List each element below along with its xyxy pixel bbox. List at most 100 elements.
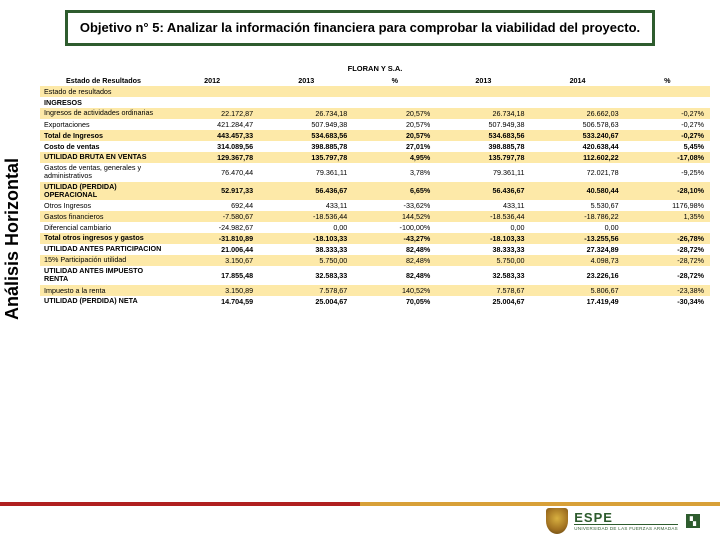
cell-value [625,222,710,233]
cell-value: 507.949,38 [436,119,530,130]
row-label: UTILIDAD ANTES IMPUESTO RENTA [40,266,165,285]
cell-value: -30,34% [625,296,710,307]
company-row: FLORAN Y S.A. [40,62,710,75]
col-header: 2013 [436,75,530,86]
row-label: Ingresos de actividades ordinarias [40,108,165,119]
cell-value: 79.361,11 [259,163,353,182]
cell-value: 4.098,73 [530,255,624,266]
cell-value [436,97,530,108]
cell-value: 32.583,33 [436,266,530,285]
cell-value: 82,48% [353,266,436,285]
cell-value: 82,48% [353,255,436,266]
cell-value: 14.704,59 [165,296,259,307]
cell-value: 7.578,67 [259,285,353,296]
row-label: Estado de resultados [40,86,165,97]
cell-value: 52.917,33 [165,182,259,201]
cell-value: 20,57% [353,130,436,141]
row-label: Total otros ingresos y gastos [40,233,165,244]
cell-value: 27.324,89 [530,244,624,255]
footer-logo: ESPE UNIVERSIDAD DE LAS FUERZAS ARMADAS … [546,508,700,534]
cell-value: 38.333,33 [259,244,353,255]
cell-value: 129.367,78 [165,152,259,163]
cell-value [530,86,624,97]
cell-value: -18.536,44 [436,211,530,222]
cell-value [436,86,530,97]
row-label: UTILIDAD (PERDIDA) OPERACIONAL [40,182,165,201]
brand-block: ESPE UNIVERSIDAD DE LAS FUERZAS ARMADAS [574,511,678,531]
header-row: Estado de Resultados 2012 2013 % 2013 20… [40,75,710,86]
cell-value: 5.530,67 [530,200,624,211]
cell-value: 3,78% [353,163,436,182]
cell-value: 135.797,78 [436,152,530,163]
col-header: 2012 [165,75,259,86]
cell-value: -28,72% [625,255,710,266]
cell-value: 140,52% [353,285,436,296]
cell-value: 1,35% [625,211,710,222]
cell-value [353,97,436,108]
cell-value: 433,11 [259,200,353,211]
cell-value: 56.436,67 [436,182,530,201]
row-label: 15% Participación utilidad [40,255,165,266]
company-name: FLORAN Y S.A. [40,62,710,75]
cell-value: 23.226,16 [530,266,624,285]
cell-value: 17.419,49 [530,296,624,307]
table-row: Gastos de ventas, generales y administra… [40,163,710,182]
cell-value: 25.004,67 [436,296,530,307]
cell-value: -7.580,67 [165,211,259,222]
financial-table-wrap: FLORAN Y S.A. Estado de Resultados 2012 … [40,62,710,307]
cell-value: 398.885,78 [259,141,353,152]
cell-value [625,97,710,108]
table-row: Total otros ingresos y gastos-31.810,89-… [40,233,710,244]
cell-value [259,97,353,108]
cell-value [165,97,259,108]
cell-value: 7.578,67 [436,285,530,296]
cell-value: 22.172,87 [165,108,259,119]
cell-value: -18.103,33 [436,233,530,244]
cell-value: 314.089,56 [165,141,259,152]
cell-value: 20,57% [353,119,436,130]
col-header: 2013 [259,75,353,86]
col-header: % [353,75,436,86]
cell-value: 433,11 [436,200,530,211]
cell-value: 26.662,03 [530,108,624,119]
cell-value: 135.797,78 [259,152,353,163]
cell-value [530,97,624,108]
cell-value: 70,05% [353,296,436,307]
table-row: UTILIDAD ANTES PARTICIPACION21.006,4438.… [40,244,710,255]
cell-value: 692,44 [165,200,259,211]
cell-value: 4,95% [353,152,436,163]
cell-value [165,86,259,97]
cell-value: -9,25% [625,163,710,182]
cell-value: -24.982,67 [165,222,259,233]
table-row: UTILIDAD ANTES IMPUESTO RENTA17.855,4832… [40,266,710,285]
sidebar-label: Análisis Horizontal [2,158,23,320]
cell-value: 82,48% [353,244,436,255]
cell-value [353,86,436,97]
cell-value: -17,08% [625,152,710,163]
table-row: Impuesto a la renta3.150,897.578,67140,5… [40,285,710,296]
cell-value: 76.470,44 [165,163,259,182]
cell-value: 1176,98% [625,200,710,211]
crest-icon [546,508,568,534]
cell-value: 421.284,47 [165,119,259,130]
cell-value: 533.240,67 [530,130,624,141]
cell-value: 26.734,18 [259,108,353,119]
row-label: Gastos de ventas, generales y administra… [40,163,165,182]
cell-value: 40.580,44 [530,182,624,201]
cell-value: 3.150,67 [165,255,259,266]
cell-value: 6,65% [353,182,436,201]
cell-value: -28,72% [625,266,710,285]
cell-value: 534.683,56 [436,130,530,141]
cell-value: 0,00 [436,222,530,233]
row-label: UTILIDAD (PERDIDA) NETA [40,296,165,307]
cell-value: -28,72% [625,244,710,255]
cell-value: -28,10% [625,182,710,201]
row-label: Diferencial cambiario [40,222,165,233]
table-row: 15% Participación utilidad3.150,675.750,… [40,255,710,266]
cell-value: 443.457,33 [165,130,259,141]
cell-value: -13.255,56 [530,233,624,244]
row-label: Costo de ventas [40,141,165,152]
table-row: Otros Ingresos692,44433,11-33,62%433,115… [40,200,710,211]
financial-table: FLORAN Y S.A. Estado de Resultados 2012 … [40,62,710,307]
cell-value: 79.361,11 [436,163,530,182]
